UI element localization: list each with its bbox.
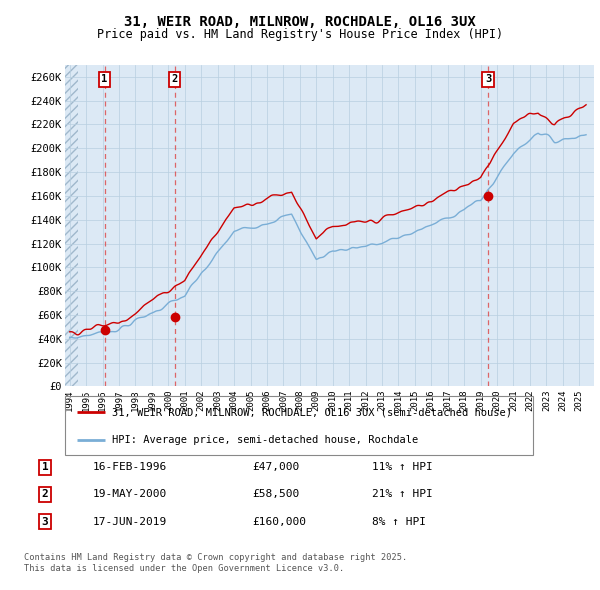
Text: 21% ↑ HPI: 21% ↑ HPI (372, 490, 433, 499)
Text: 1: 1 (101, 74, 107, 84)
Text: 1: 1 (41, 463, 49, 472)
Text: Contains HM Land Registry data © Crown copyright and database right 2025.
This d: Contains HM Land Registry data © Crown c… (24, 553, 407, 573)
Text: £58,500: £58,500 (252, 490, 299, 499)
Text: 31, WEIR ROAD, MILNROW, ROCHDALE, OL16 3UX: 31, WEIR ROAD, MILNROW, ROCHDALE, OL16 3… (124, 15, 476, 29)
Text: 19-MAY-2000: 19-MAY-2000 (93, 490, 167, 499)
Text: 2: 2 (172, 74, 178, 84)
Text: 2: 2 (41, 490, 49, 499)
Text: £47,000: £47,000 (252, 463, 299, 472)
Text: 17-JUN-2019: 17-JUN-2019 (93, 517, 167, 526)
Text: 31, WEIR ROAD, MILNROW, ROCHDALE, OL16 3UX (semi-detached house): 31, WEIR ROAD, MILNROW, ROCHDALE, OL16 3… (112, 408, 512, 417)
Text: HPI: Average price, semi-detached house, Rochdale: HPI: Average price, semi-detached house,… (112, 435, 418, 444)
Text: Price paid vs. HM Land Registry's House Price Index (HPI): Price paid vs. HM Land Registry's House … (97, 28, 503, 41)
Text: 16-FEB-1996: 16-FEB-1996 (93, 463, 167, 472)
Text: 3: 3 (41, 517, 49, 526)
Text: £160,000: £160,000 (252, 517, 306, 526)
Text: 11% ↑ HPI: 11% ↑ HPI (372, 463, 433, 472)
Text: 3: 3 (485, 74, 491, 84)
Text: 8% ↑ HPI: 8% ↑ HPI (372, 517, 426, 526)
